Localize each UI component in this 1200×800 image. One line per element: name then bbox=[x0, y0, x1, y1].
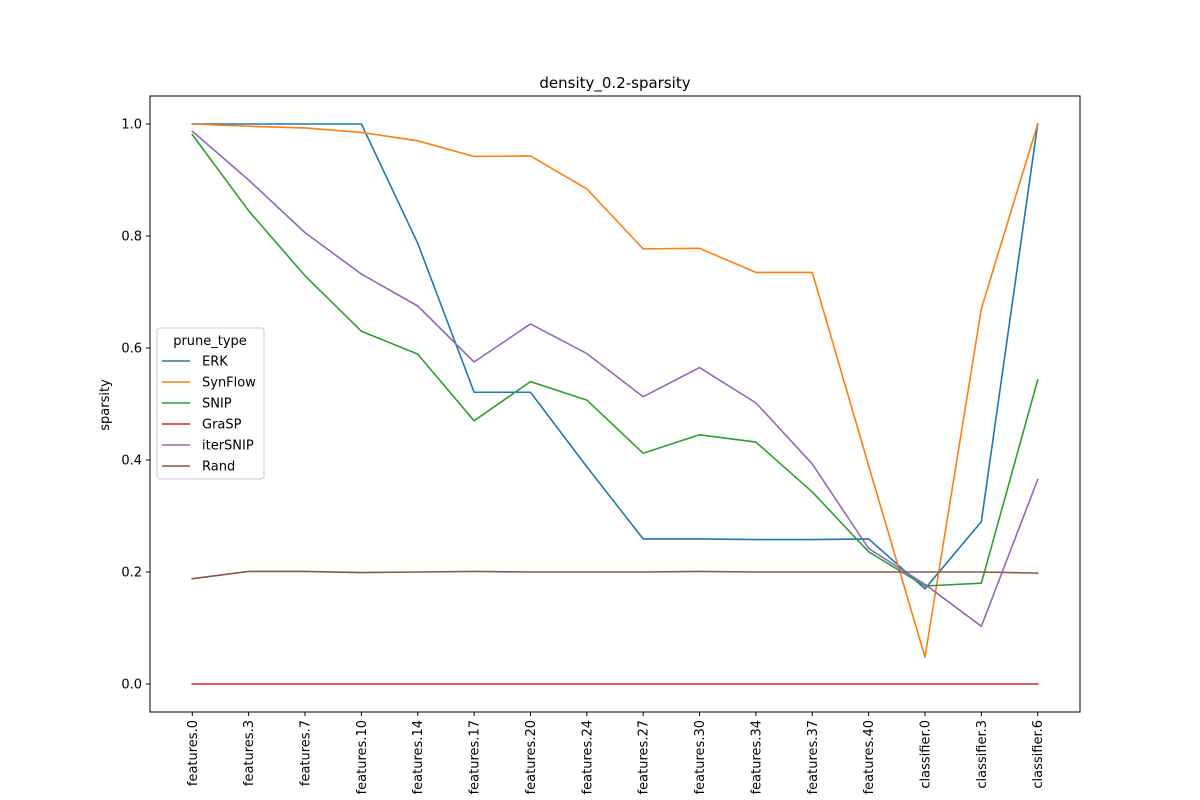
legend-title: prune_type bbox=[173, 334, 247, 349]
x-tick-label: features.7 bbox=[299, 720, 314, 786]
legend-label-itersnip: iterSNIP bbox=[202, 439, 254, 454]
x-tick-label: classifier.6 bbox=[1031, 720, 1046, 789]
x-tick-label: features.40 bbox=[862, 720, 877, 794]
x-tick-label: features.27 bbox=[637, 720, 652, 794]
series-lines bbox=[191, 123, 1039, 685]
x-tick-label: features.10 bbox=[355, 720, 370, 794]
series-line-synflow bbox=[191, 123, 1039, 658]
legend-label-grasp: GraSP bbox=[202, 418, 242, 433]
y-tick-label: 0.0 bbox=[121, 678, 142, 693]
legend-label-snip: SNIP bbox=[202, 397, 232, 412]
x-tick-label: features.17 bbox=[468, 720, 483, 794]
legend-label-rand: Rand bbox=[202, 460, 235, 475]
plot-area-frame bbox=[149, 95, 1081, 713]
axis-ticks: 0.0 0.2 0.4 0.6 0.8 1.0 features.0 features.3 fe… bbox=[121, 118, 1046, 795]
x-tick-label: classifier.3 bbox=[975, 720, 990, 789]
legend-box bbox=[156, 327, 265, 480]
x-tick-label: features.30 bbox=[693, 720, 708, 794]
legend: prune_type ERK SynFlow SNIP GraSP iterSNIP Ra… bbox=[156, 327, 265, 480]
x-tick-label: features.24 bbox=[580, 720, 595, 794]
series-line-rand bbox=[191, 570, 1039, 580]
series-line-snip bbox=[191, 133, 1039, 587]
x-tick-label: features.0 bbox=[186, 720, 201, 786]
y-tick-label: 0.8 bbox=[121, 230, 142, 245]
legend-label-synflow: SynFlow bbox=[202, 376, 256, 391]
x-tick-label: features.14 bbox=[411, 720, 426, 794]
y-tick-label: 1.0 bbox=[121, 118, 142, 133]
chart-title: density_0.2-sparsity bbox=[539, 74, 690, 93]
x-tick-label: features.20 bbox=[524, 720, 539, 794]
legend-items: ERK SynFlow SNIP GraSP iterSNIP Rand bbox=[162, 355, 256, 475]
y-tick-label: 0.6 bbox=[121, 342, 142, 357]
legend-label-erk: ERK bbox=[202, 355, 228, 370]
x-tick-label: features.37 bbox=[806, 720, 821, 794]
y-tick-label: 0.2 bbox=[121, 566, 142, 581]
y-axis-label: sparsity bbox=[98, 379, 113, 431]
x-tick-label: features.3 bbox=[242, 720, 257, 786]
y-tick-label: 0.4 bbox=[121, 454, 142, 469]
series-line-itersnip bbox=[191, 130, 1039, 628]
x-tick-label: features.34 bbox=[749, 720, 764, 794]
x-tick-label: classifier.0 bbox=[918, 720, 933, 789]
